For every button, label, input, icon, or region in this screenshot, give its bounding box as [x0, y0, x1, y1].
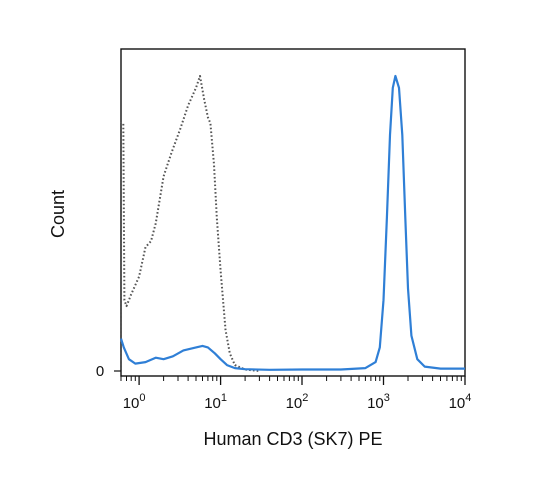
- series-layer: [119, 74, 465, 372]
- x-tick-label-0: 100: [123, 392, 146, 412]
- y-axis-label: Count: [48, 190, 68, 238]
- series-line-1: [120, 75, 260, 372]
- x-axis-label: Human CD3 (SK7) PE: [203, 429, 382, 449]
- x-tick-label-3: 103: [367, 392, 390, 412]
- series-line-2: [119, 74, 465, 371]
- y-tick-label-0: 0: [96, 363, 104, 380]
- x-tick-label-4: 104: [449, 392, 472, 412]
- x-axis: 100 101 102 103 104: [114, 370, 472, 412]
- plot-frame: [120, 48, 466, 377]
- plot-area: [119, 48, 466, 377]
- x-tick-label-1: 101: [204, 392, 227, 412]
- x-tick-label-2: 102: [286, 392, 309, 412]
